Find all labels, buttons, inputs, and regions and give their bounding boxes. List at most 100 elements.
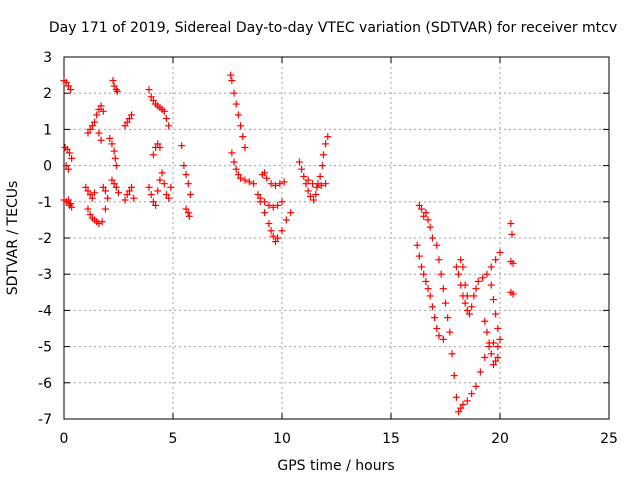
data-point [483,328,491,336]
data-point [439,335,447,343]
data-point [476,368,484,376]
data-point [184,209,192,217]
data-point [415,201,423,209]
data-point [479,274,487,282]
data-point [154,140,162,148]
chart-title: Day 171 of 2019, Sidereal Day-to-day VTE… [49,20,617,36]
data-point [472,382,480,390]
data-point [154,187,162,195]
data-point [492,310,500,318]
data-point [422,277,430,285]
data-point [444,314,452,322]
data-point [156,176,164,184]
data-point [111,154,119,162]
data-point [461,299,469,307]
data-point [312,191,320,199]
axis-ticks [63,56,610,420]
data-point [261,169,269,177]
data-point [269,232,277,240]
data-point [322,140,330,148]
data-point [167,183,175,191]
data-point [448,350,456,358]
data-point [149,198,157,206]
data-point [413,241,421,249]
data-point [160,107,168,115]
data-point [110,82,118,90]
data-point [457,404,465,412]
data-point [317,182,325,190]
data-point [433,325,441,332]
y-tick-label: 0 [43,159,52,175]
data-point [470,292,478,300]
data-point [99,107,107,115]
data-point [418,263,426,271]
data-point [278,227,286,235]
data-point [227,71,235,79]
data-point [109,77,117,85]
data-point [62,78,70,86]
data-point [245,178,253,186]
data-point [178,142,186,150]
grid [64,57,609,419]
data-point [485,339,493,347]
data-point [237,174,245,182]
data-point [474,277,482,285]
data-point [237,122,245,130]
data-point [130,194,138,202]
data-point [234,111,242,119]
data-point [274,201,282,209]
data-point [324,133,332,141]
data-point [98,218,106,226]
data-point [108,176,116,184]
data-point [468,390,476,398]
data-point [99,183,107,191]
data-point [265,201,273,209]
data-point [280,178,288,186]
y-axis-label: SDTVAR / TECUs [5,181,21,296]
data-point [152,201,160,209]
data-point [418,205,426,213]
data-point [450,372,458,380]
data-point [112,162,120,170]
y-tick-label: -1 [38,195,52,211]
data-point [509,290,517,298]
data-point [95,105,103,113]
data-point [121,122,129,130]
data-point [316,172,324,180]
data-point [415,252,423,260]
y-tick-label: -3 [38,267,52,283]
data-point [123,191,131,199]
data-point [65,149,73,157]
data-point [428,303,436,311]
data-point [186,191,194,199]
data-point [274,234,282,242]
data-point [91,189,99,197]
data-point [457,256,465,264]
data-point [278,198,286,206]
data-point [232,100,240,108]
data-point [426,292,434,300]
data-point [459,401,467,409]
data-point [110,180,118,188]
data-point [182,171,190,179]
data-point [455,408,463,416]
data-point [110,147,118,155]
data-point [302,180,310,188]
data-point [93,111,101,119]
data-point [97,102,105,110]
data-point [461,281,469,289]
data-point [91,118,99,126]
data-point [165,122,173,130]
y-tick-label: -6 [38,376,52,392]
data-point [420,212,428,220]
data-point [149,151,157,159]
data-point [250,180,258,188]
data-point [481,317,489,325]
data-point [121,196,129,204]
data-point [101,187,109,195]
data-points [60,71,517,416]
data-point [459,263,467,271]
x-tick-label: 20 [491,431,509,447]
data-point [298,165,306,173]
